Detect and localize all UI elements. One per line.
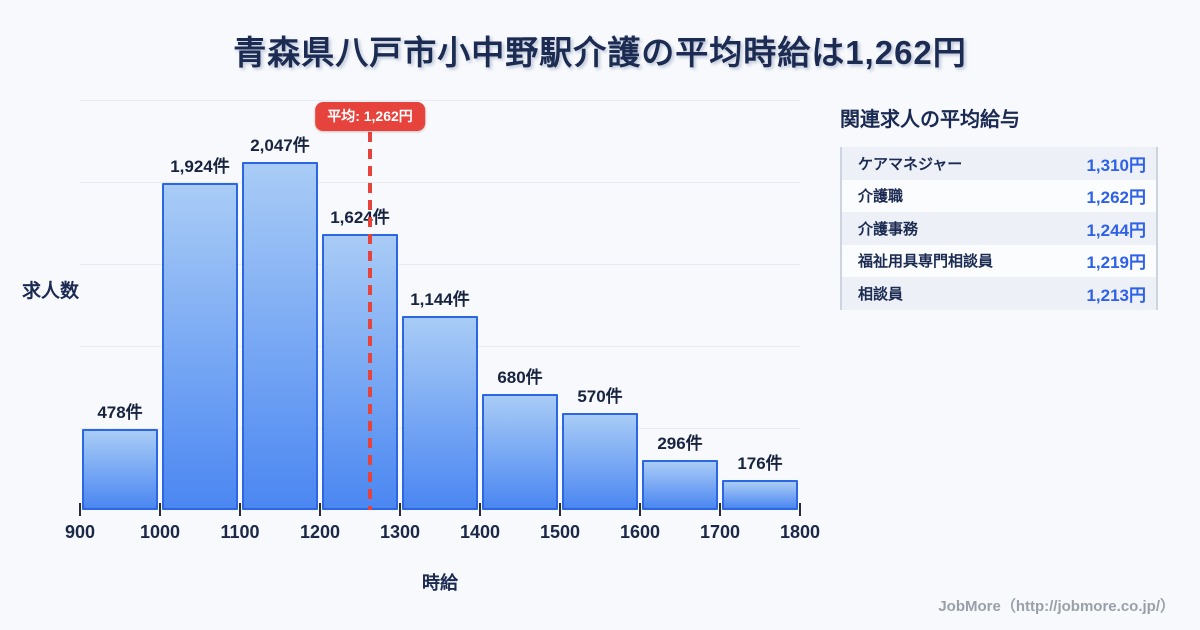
axis-tick-mark <box>479 503 481 516</box>
bar-value-label: 680件 <box>497 368 543 387</box>
related-job-value: 1,219円 <box>1086 253 1146 273</box>
footer-credit: JobMore（http://jobmore.co.jp/） <box>938 598 1175 615</box>
axis-tick-mark <box>399 503 401 516</box>
histogram-bar <box>82 429 158 510</box>
axis-tick-mark <box>159 503 161 516</box>
histogram-plot: 478件 1,924件 2,047件 1,624件 1,144件 680件 570件 296件… <box>65 100 820 542</box>
histogram-bar <box>562 413 638 510</box>
bar-value-label: 570件 <box>577 387 623 406</box>
related-job-label: 福祉用具専門相談員 <box>858 253 994 271</box>
related-job-row: 福祉用具専門相談員 1,219円 <box>842 244 1156 277</box>
bar-value-label: 1,624件 <box>330 208 390 227</box>
related-job-label: 介護職 <box>858 188 904 206</box>
histogram-bar <box>402 316 478 510</box>
related-job-label: ケアマネジャー <box>858 155 963 173</box>
axis-tick-label: 1400 <box>459 522 501 542</box>
related-job-label: 介護事務 <box>858 220 919 238</box>
histogram-bin: 478件 <box>80 100 160 510</box>
gridline <box>80 182 800 183</box>
axis-tick-mark <box>559 503 561 516</box>
related-job-value: 1,262円 <box>1086 188 1146 208</box>
related-job-row: 介護事務 1,244円 <box>842 212 1156 245</box>
bar-value-label: 1,144件 <box>410 290 470 309</box>
related-jobs-list: ケアマネジャー 1,310円介護職 1,262円介護事務 1,244円福祉用具専門相談… <box>840 147 1158 310</box>
related-job-value: 1,310円 <box>1086 155 1146 175</box>
gridline <box>80 264 800 265</box>
histogram-bin: 2,047件 <box>240 100 320 510</box>
average-badge: 平均: 1,262円 <box>315 102 425 131</box>
histogram-bar <box>642 460 718 510</box>
axis-tick-mark <box>639 503 641 516</box>
related-job-label: 相談員 <box>858 285 904 303</box>
axis-tick-label: 1600 <box>619 522 661 542</box>
bar-value-label: 176件 <box>737 454 783 473</box>
axis-tick-mark <box>799 503 801 516</box>
average-line <box>368 132 372 510</box>
histogram-bin: 1,624件 <box>320 100 400 510</box>
histogram-bar <box>322 234 398 510</box>
axis-tick-label: 1000 <box>139 522 181 542</box>
axis-tick-label: 1700 <box>699 522 741 542</box>
axis-tick-mark <box>319 503 321 516</box>
bar-value-label: 2,047件 <box>250 136 310 155</box>
axis-tick-label: 1300 <box>379 522 421 542</box>
histogram-bin: 570件 <box>560 100 640 510</box>
histogram-bar <box>242 162 318 510</box>
related-job-row: 相談員 1,213円 <box>842 277 1156 310</box>
gridline <box>80 100 800 101</box>
axis-tick-label: 900 <box>64 522 96 542</box>
axis-tick-mark <box>719 503 721 516</box>
related-job-row: ケアマネジャー 1,310円 <box>842 147 1156 180</box>
axis-tick-label: 1500 <box>539 522 581 542</box>
y-axis-label: 求人数 <box>22 281 80 302</box>
page-title: 青森県八戸市小中野駅介護の平均時給は1,262円 <box>233 34 967 71</box>
x-axis-label: 時給 <box>422 573 458 593</box>
histogram-bar <box>162 183 238 510</box>
bar-value-label: 478件 <box>97 403 143 422</box>
related-jobs-heading: 関連求人の平均給与 <box>840 109 1020 131</box>
histogram-bin: 1,924件 <box>160 100 240 510</box>
related-job-value: 1,244円 <box>1086 220 1146 240</box>
axis-tick-label: 1800 <box>779 522 821 542</box>
axis-tick-label: 1200 <box>299 522 341 542</box>
histogram-bar <box>482 394 558 510</box>
axis-tick-label: 1100 <box>220 522 260 542</box>
bar-value-label: 296件 <box>657 434 703 453</box>
histogram-bin: 680件 <box>480 100 560 510</box>
axis-tick-mark <box>79 503 81 516</box>
related-job-row: 介護職 1,262円 <box>842 179 1156 212</box>
bar-value-label: 1,924件 <box>170 157 230 176</box>
related-job-value: 1,213円 <box>1086 285 1146 305</box>
histogram-bin: 296件 <box>640 100 720 510</box>
histogram-bin: 176件 <box>720 100 800 510</box>
axis-tick-mark <box>239 503 241 516</box>
histogram-bin: 1,144件 <box>400 100 480 510</box>
histogram-bar <box>722 480 798 510</box>
